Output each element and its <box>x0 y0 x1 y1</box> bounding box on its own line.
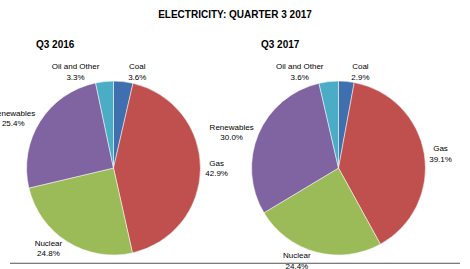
svg-text:Oil and Other3.6%: Oil and Other3.6% <box>276 62 324 81</box>
svg-text:Nuclear24.8%: Nuclear24.8% <box>35 239 63 258</box>
svg-text:Gas42.9%: Gas42.9% <box>205 159 228 178</box>
svg-text:Coal3.6%: Coal3.6% <box>128 62 146 81</box>
svg-text:Nuclear24.4%: Nuclear24.4% <box>283 251 311 269</box>
svg-text:ELECTRICITY: QUARTER 3 2017: ELECTRICITY: QUARTER 3 2017 <box>158 9 312 20</box>
svg-text:Gas39.1%: Gas39.1% <box>429 144 452 163</box>
svg-text:Oil and Other3.3%: Oil and Other3.3% <box>52 62 100 81</box>
svg-text:Renewables25.4%: Renewables25.4% <box>0 109 35 128</box>
svg-text:Renewables30.0%: Renewables30.0% <box>210 123 254 142</box>
svg-text:Q3 2016: Q3 2016 <box>36 39 75 50</box>
svg-text:Coal2.9%: Coal2.9% <box>351 62 369 81</box>
svg-text:Q3 2017: Q3 2017 <box>261 39 300 50</box>
